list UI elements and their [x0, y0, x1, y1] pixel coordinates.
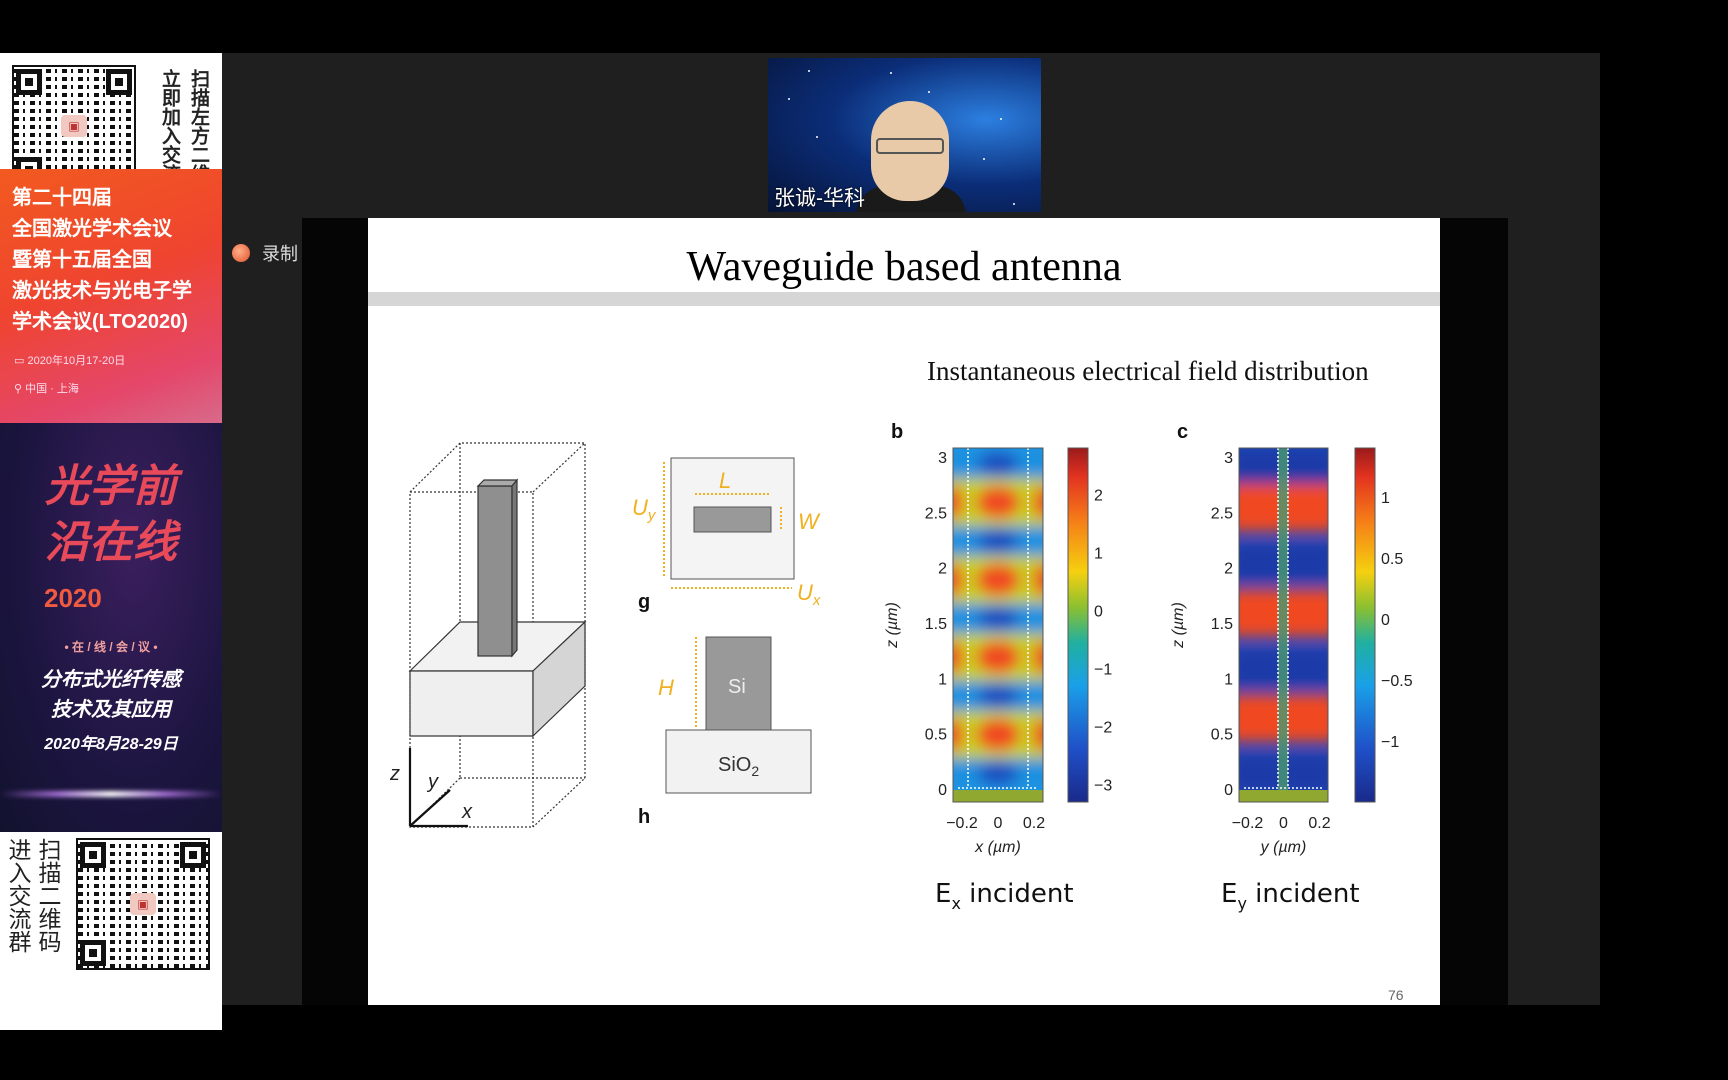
presentation-slide: Waveguide based antenna Instantaneous el… [368, 218, 1440, 1005]
online-meeting-tag: • 在 / 线 / 会 / 议 • [64, 640, 158, 654]
panel-label-h: h [638, 806, 650, 828]
label-SiO2: SiO2 [718, 754, 759, 779]
colorbar [1354, 447, 1376, 803]
colorbar-tick-label: −0.5 [1381, 673, 1413, 690]
label-W: W [798, 509, 821, 534]
conference-date: 2020年10月17-20日 [27, 355, 126, 367]
qr-caption-col2: 立即加入交流群 [159, 69, 180, 202]
colorbar-tick-label: 1 [1094, 545, 1103, 562]
y-tick-label: 2.5 [1211, 505, 1233, 522]
conference-date-row: ▭ 2020年10月17-20日 [14, 352, 125, 368]
axis-x-label: x [461, 801, 473, 823]
slide-subtitle: Instantaneous electrical field distribut… [927, 356, 1369, 386]
heatmap-plot-b: b 0 0.5 1 1.5 2 2.5 3 2 1 0 −1 −2 −3 −0.2 0 0.2x (µm) z (… [884, 421, 1112, 913]
y-tick-label: 2 [1224, 561, 1233, 578]
qr-caption-col1: 扫描二维码 [34, 838, 60, 953]
colorbar-tick-label: 1 [1381, 490, 1390, 507]
camera-icon: ▣ [61, 115, 87, 137]
conference-location-row: ⚲ 中国 · 上海 [14, 380, 79, 396]
side-view-diagram [665, 636, 812, 794]
recording-label: 录制 [262, 244, 298, 264]
qr-code-bottom[interactable]: ▣ [76, 838, 210, 970]
record-icon [232, 244, 250, 262]
y-tick-label: 0.5 [925, 727, 947, 744]
colorbar [1067, 447, 1089, 803]
recording-indicator[interactable]: 录制 [232, 240, 298, 266]
heatmap [953, 448, 1043, 802]
conference-banner[interactable]: 第二十四届 全国激光学术会议 暨第十五届全国 激光技术与光电子学 学术会议(LT… [0, 169, 222, 423]
heatmap-plot-c: c 0 0.5 1 1.5 2 2.5 3 1 0.5 0 −0.5 −1 −0.2 0 0.2y (µm) z… [1170, 421, 1413, 913]
y-tick-label: 1 [1224, 671, 1233, 688]
colorbar-tick-label: 0.5 [1381, 551, 1403, 568]
light-streak [0, 791, 222, 797]
speaker-face [871, 101, 949, 201]
speaker-name: 张诚-华科 [774, 187, 865, 210]
y-axis-label: z (µm) [884, 602, 901, 649]
label-H: H [658, 675, 674, 700]
label-Si: Si [728, 676, 746, 698]
colorbar-tick-label: 2 [1094, 487, 1103, 504]
speaker-video[interactable]: 张诚-华科 [768, 58, 1041, 212]
plot-caption: Ex incident [935, 879, 1074, 913]
axis-y-label: y [426, 771, 439, 793]
colorbar-tick-label: 0 [1094, 603, 1103, 620]
colorbar-tick-label: 0 [1381, 612, 1390, 629]
calligraphy-year: 2020 [44, 583, 102, 613]
x-tick-label: 0 [994, 815, 1003, 832]
label-L: L [719, 468, 731, 493]
y-tick-label: 1.5 [925, 616, 947, 633]
y-tick-label: 2 [938, 561, 947, 578]
waveguide-3d-diagram [408, 442, 587, 828]
top-view-diagram [663, 457, 795, 589]
conference-location: 中国 · 上海 [25, 383, 79, 395]
x-axis-label: y (µm) [1260, 839, 1307, 856]
topic-line-2: 技术及其应用 [51, 699, 171, 721]
title-divider [368, 292, 1440, 306]
y-tick-label: 1 [938, 671, 947, 688]
x-tick-label: −0.2 [946, 815, 978, 832]
y-tick-label: 0 [1224, 782, 1233, 799]
calligraphy-title: 光学前沿在线 [45, 461, 177, 568]
panel-label-b: b [891, 421, 903, 443]
page-number: 76 [1388, 987, 1404, 1003]
x-axis-label: x (µm) [974, 839, 1021, 856]
plot-caption: Ey incident [1221, 879, 1360, 913]
y-axis-label: z (µm) [1170, 602, 1187, 649]
x-tick-label: −0.2 [1232, 815, 1264, 832]
qr-caption-col1: 扫描左方二维码 [188, 69, 209, 202]
colorbar-tick-label: −2 [1094, 720, 1112, 737]
label-Ux: Ux [797, 580, 821, 609]
slide-title: Waveguide based antenna [686, 244, 1121, 290]
topic-date: 2020年8月28-29日 [44, 736, 178, 753]
y-tick-label: 1.5 [1211, 616, 1233, 633]
colorbar-tick-label: −3 [1094, 778, 1112, 795]
panel-label-g: g [638, 591, 650, 613]
event-banner[interactable]: 光学前沿在线 2020 • 在 / 线 / 会 / 议 • 分布式光纤传感 技术… [0, 423, 222, 832]
location-pin-icon: ⚲ [14, 383, 23, 395]
label-Uy: Uy [632, 495, 657, 524]
conference-title: 第二十四届 全国激光学术会议 暨第十五届全国 激光技术与光电子学 学术会议(LT… [12, 187, 192, 333]
camera-icon: ▣ [130, 893, 156, 915]
qr-section-bottom: 扫描二维码 进入交流群 ▣ [0, 832, 222, 977]
y-tick-label: 3 [938, 450, 947, 467]
x-tick-label: 0.2 [1023, 815, 1045, 832]
heatmap [1239, 448, 1328, 802]
x-tick-label: 0.2 [1308, 815, 1330, 832]
topic-line-1: 分布式光纤传感 [41, 669, 181, 691]
y-tick-label: 2.5 [925, 505, 947, 522]
y-tick-label: 0 [938, 782, 947, 799]
panel-label-c: c [1177, 421, 1188, 443]
axis-z-label: z [389, 763, 400, 785]
qr-caption-col2: 进入交流群 [4, 838, 30, 953]
y-tick-label: 0.5 [1211, 727, 1233, 744]
x-tick-label: 0 [1279, 815, 1288, 832]
calendar-icon: ▭ [14, 355, 25, 367]
colorbar-tick-label: −1 [1381, 734, 1399, 751]
y-tick-label: 3 [1224, 450, 1233, 467]
colorbar-tick-label: −1 [1094, 662, 1112, 679]
